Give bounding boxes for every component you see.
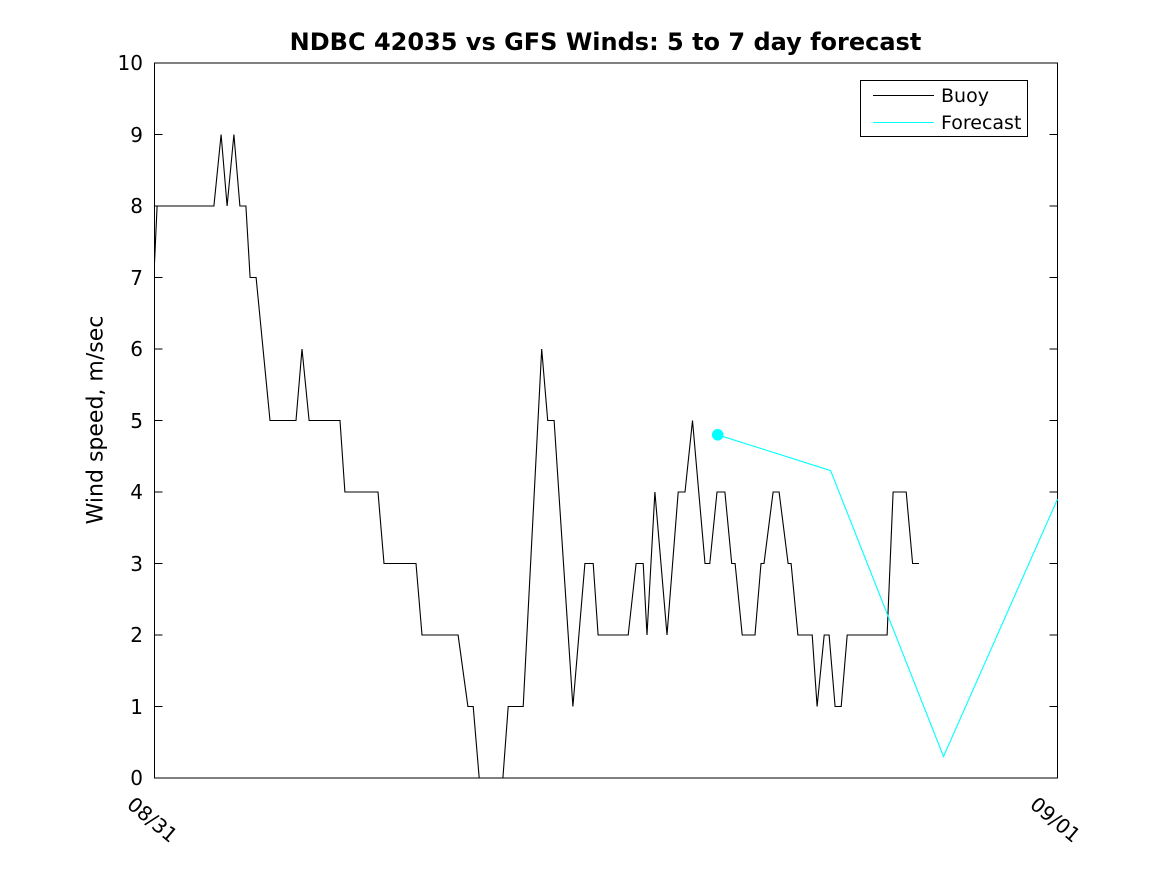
legend-label-forecast: Forecast: [941, 111, 1022, 134]
legend-label-buoy: Buoy: [941, 84, 989, 107]
y-tick-label: 6: [130, 337, 143, 361]
legend-item-forecast: Forecast: [861, 109, 1027, 136]
y-tick-label: 0: [130, 766, 143, 790]
forecast-start-marker: [711, 429, 724, 441]
y-tick-label: 2: [130, 623, 143, 647]
y-tick-label: 4: [130, 480, 143, 504]
chart-title: NDBC 42035 vs GFS Winds: 5 to 7 day fore…: [289, 28, 922, 56]
y-tick-label: 1: [130, 694, 143, 719]
y-tick-label: 3: [130, 551, 143, 576]
y-tick-label: 9: [130, 122, 143, 147]
legend-item-buoy: Buoy: [861, 82, 1027, 109]
legend: Buoy Forecast: [860, 80, 1028, 137]
forecast-line-swatch: [873, 122, 934, 124]
y-tick-label: 7: [130, 265, 143, 290]
y-tick-label: 8: [130, 194, 143, 218]
forecast-series-line: [717, 434, 1059, 758]
buoy-series-line: [153, 134, 919, 779]
y-tick-label: 5: [130, 408, 143, 433]
y-tick-label: 10: [117, 51, 143, 75]
buoy-line-swatch: [873, 95, 934, 97]
